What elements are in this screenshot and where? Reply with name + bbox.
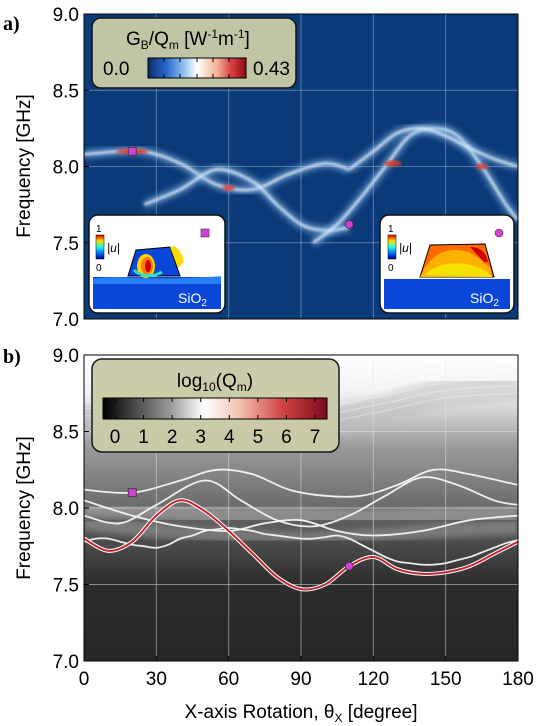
inset-right-marker	[494, 228, 504, 238]
y-tick-label: 9.0	[53, 5, 79, 26]
marker-square	[127, 488, 137, 498]
mode-line-high-q	[84, 499, 518, 591]
x-tick-label: 150	[430, 669, 462, 690]
marker-circle	[344, 561, 354, 571]
inset-left-scale-min: 0	[96, 263, 102, 274]
markers-b	[127, 488, 354, 571]
mode-line	[84, 476, 518, 528]
inset-right-substrate	[384, 279, 510, 309]
panel-b: b) 7.07.58.08.59.0 0 30 60 90 120 150 180 Freq…	[3, 346, 534, 725]
y-axis-label-a: Frequency [GHz]	[14, 94, 35, 238]
colorbar-b-tick-label: 1	[138, 427, 149, 448]
x-tick-label: 30	[146, 669, 167, 690]
y-tick-label: 8.0	[53, 499, 79, 520]
colorbar-b-tick-label: 2	[167, 427, 178, 448]
mode-line	[84, 468, 518, 498]
ridge-hotspot	[475, 163, 488, 170]
y-tick-label: 7.5	[53, 576, 79, 597]
mode-line	[84, 526, 518, 566]
colorbar-legend-a: GB/Qm [W-1m-1] 0.0 0.43	[91, 17, 297, 89]
inset-right-scale	[387, 234, 397, 260]
inset-mode-left: 1 0 |u| SiO2	[88, 214, 226, 314]
colorbar-title-a: GB/Qm [W-1m-1]	[126, 27, 250, 52]
x-tick-label: 90	[290, 669, 311, 690]
x-tick-label: 0	[79, 669, 90, 690]
colorbar-a-ticks	[163, 58, 230, 78]
y-tick-label: 7.5	[53, 234, 79, 255]
y-tick-label: 7.0	[53, 652, 79, 673]
ridge-line	[348, 127, 518, 171]
colorbar-a-min: 0.0	[103, 59, 129, 80]
y-tick-label: 8.5	[53, 423, 79, 444]
colorbar-b	[102, 397, 328, 420]
colorbar-b-tick-label: 3	[195, 427, 206, 448]
colorbar-b-tick-label: 5	[253, 427, 264, 448]
heatmap-ridges	[84, 123, 518, 247]
colorbar-a-max: 0.43	[253, 59, 290, 80]
colorbar-b-tick-label: 7	[310, 427, 321, 448]
x-axis-label: X-axis Rotation, θX [degree]	[185, 702, 418, 725]
y-tick-label: 7.0	[53, 310, 79, 331]
inset-left-substrate-label: SiO2	[178, 290, 207, 309]
y-tick-label: 9.0	[53, 346, 79, 367]
panel-b-label: b)	[3, 346, 21, 368]
ridge-hotspot	[222, 184, 235, 191]
colorbar-b-tick-label: 4	[224, 427, 235, 448]
inset-left-scale-max: 1	[96, 224, 102, 235]
inset-mode-right: 1 0 |u| SiO2	[379, 214, 515, 314]
colorbar-title-b: log10(Qm)	[177, 371, 253, 394]
colorbar-b-tick-label: 0	[110, 427, 121, 448]
colorbar-b-tick-label: 6	[281, 427, 292, 448]
y-tick-label: 8.0	[53, 158, 79, 179]
inset-left-scale	[95, 234, 105, 260]
x-tick-label: 180	[502, 669, 534, 690]
y-ticks-a: 7.0 7.5 8.0 8.5 9.0	[53, 5, 89, 331]
inset-left-quantity: |u|	[107, 241, 120, 255]
mode-lines	[84, 468, 518, 592]
inset-right-scale-min: 0	[388, 263, 394, 274]
panel-a: a) 7.0 7.5 8.0 8.5 9.0 Frequency [GHz] GB/Qm…	[3, 5, 519, 331]
inset-right-quantity: |u|	[399, 241, 412, 255]
panel-a-label: a)	[3, 13, 20, 35]
x-tick-label: 60	[218, 669, 239, 690]
inset-right-scale-max: 1	[388, 224, 394, 235]
inset-left-marker	[200, 228, 210, 238]
y-ticks-b: 7.0 7.5 8.0 8.5 9.0	[53, 346, 89, 673]
marker-square	[127, 146, 137, 156]
ridge-hotspot	[383, 160, 402, 167]
x-tick-label: 120	[357, 669, 389, 690]
marker-circle	[344, 220, 354, 229]
markers-a	[127, 146, 354, 229]
mode-line	[84, 499, 518, 537]
x-ticks-b: 0 30 60 90 120 150 180	[79, 656, 534, 690]
y-axis-label-b: Frequency [GHz]	[14, 436, 35, 580]
y-tick-label: 8.5	[53, 81, 79, 102]
inset-right-substrate-label: SiO2	[470, 290, 499, 309]
